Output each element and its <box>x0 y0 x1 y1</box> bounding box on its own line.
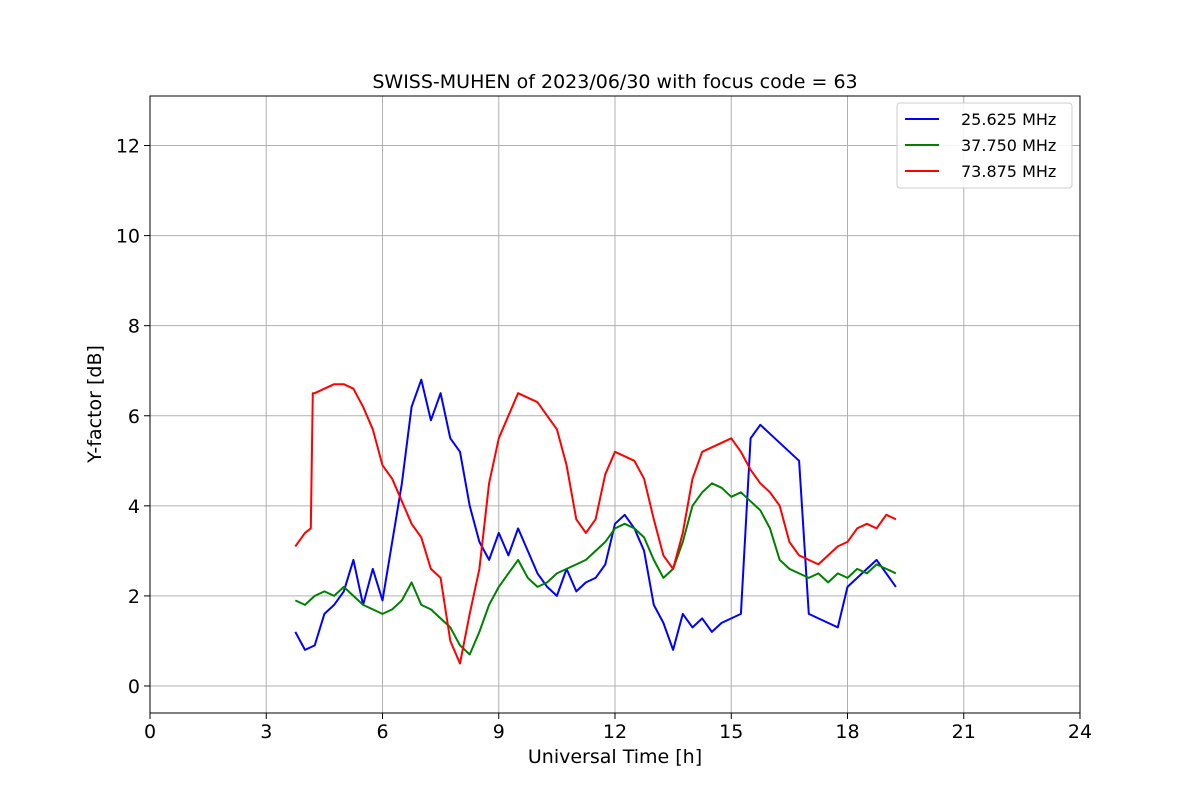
legend-entry: 37.750 MHz <box>961 136 1056 155</box>
x-tick-label: 21 <box>952 721 976 743</box>
y-tick-label: 12 <box>116 136 140 158</box>
y-tick-label: 2 <box>128 586 140 608</box>
chart-title: SWISS-MUHEN of 2023/06/30 with focus cod… <box>372 71 857 93</box>
x-tick-label: 6 <box>376 721 388 743</box>
legend-entry: 25.625 MHz <box>961 110 1056 129</box>
legend: 25.625 MHz 37.750 MHz 73.875 MHz <box>896 102 1073 189</box>
y-tick-label: 6 <box>128 406 140 428</box>
x-axis-label: Universal Time [h] <box>528 746 702 768</box>
legend-box <box>896 102 1073 189</box>
y-axis-label: Y-factor [dB] <box>84 345 106 464</box>
series-line-2 <box>294 383 897 665</box>
x-tick-label: 3 <box>260 721 272 743</box>
y-tick-label: 8 <box>128 316 140 338</box>
x-tick-label: 0 <box>144 721 156 743</box>
series-layer <box>294 378 897 665</box>
y-tick-label: 4 <box>128 496 140 518</box>
y-tick-label: 10 <box>116 226 140 248</box>
x-tick-label: 18 <box>835 721 859 743</box>
x-tick-label: 15 <box>719 721 743 743</box>
series-line-0 <box>294 378 897 651</box>
x-tick-label: 24 <box>1068 721 1092 743</box>
legend-entry: 73.875 MHz <box>961 162 1056 181</box>
x-tick-label: 9 <box>493 721 505 743</box>
y-tick-label: 0 <box>128 676 140 698</box>
series-line-1 <box>294 482 897 656</box>
x-tick-label: 12 <box>603 721 627 743</box>
